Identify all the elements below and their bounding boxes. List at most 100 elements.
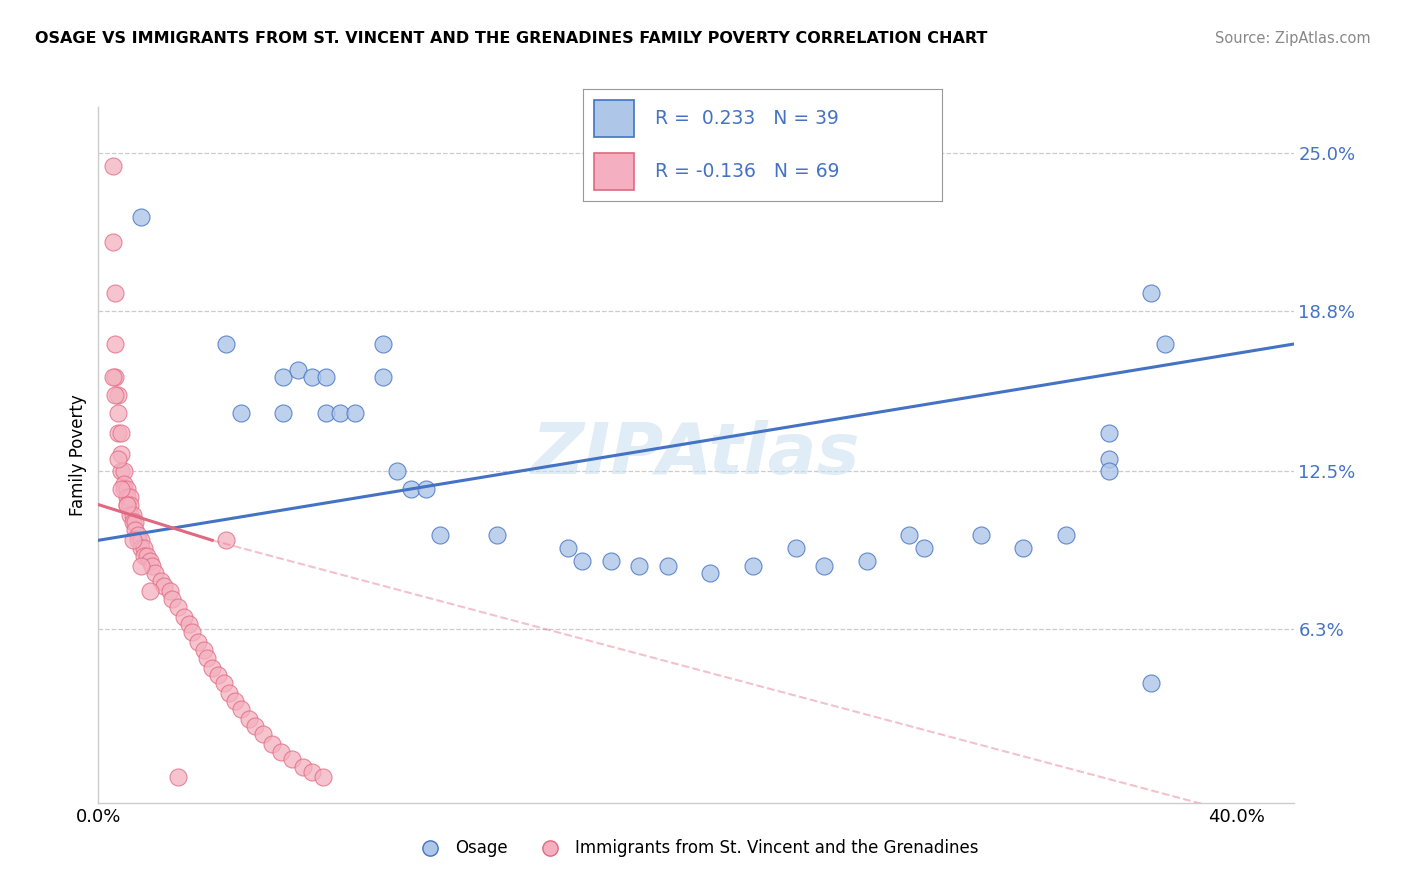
Point [132, 541, 155, 555]
Point [132, 549, 155, 563]
Point [969, 528, 991, 542]
Point [129, 541, 152, 555]
Y-axis label: Family Poverty: Family Poverty [69, 394, 87, 516]
Point [855, 554, 877, 568]
Point [273, 406, 295, 420]
Point [124, 523, 146, 537]
Point [124, 516, 146, 530]
Point [1012, 541, 1035, 555]
Point [292, 760, 315, 774]
Point [599, 554, 621, 568]
Point [628, 558, 651, 573]
Point [415, 483, 437, 497]
Point [162, 591, 184, 606]
Text: OSAGE VS IMMIGRANTS FROM ST. VINCENT AND THE GRENADINES FAMILY POVERTY CORRELATI: OSAGE VS IMMIGRANTS FROM ST. VINCENT AND… [35, 31, 987, 46]
Point [127, 533, 149, 548]
Point [571, 554, 593, 568]
Point [557, 541, 579, 555]
Point [118, 490, 141, 504]
Point [193, 643, 215, 657]
Point [1054, 528, 1077, 542]
Bar [595, 153, 634, 189]
Point [371, 370, 394, 384]
Point [129, 533, 152, 548]
Point [167, 770, 190, 784]
Point [281, 752, 304, 766]
Point [112, 465, 135, 479]
Point [243, 719, 266, 733]
Point [912, 541, 935, 555]
Point [115, 498, 138, 512]
Point [112, 477, 135, 491]
Point [101, 235, 124, 249]
Point [101, 159, 124, 173]
Point [315, 370, 337, 384]
Text: Source: ZipAtlas.com: Source: ZipAtlas.com [1215, 31, 1371, 46]
Point [181, 625, 204, 640]
Point [179, 617, 201, 632]
Point [150, 574, 173, 588]
Point [138, 584, 160, 599]
Point [121, 516, 143, 530]
Point [699, 566, 721, 581]
Point [207, 668, 229, 682]
Point [301, 765, 323, 780]
Point [187, 635, 209, 649]
Point [143, 566, 166, 581]
Point [371, 337, 394, 351]
Point [110, 483, 132, 497]
Point [118, 498, 141, 512]
Point [135, 549, 157, 563]
Point [273, 370, 295, 384]
Point [129, 558, 152, 573]
Point [101, 370, 124, 384]
Point [201, 661, 224, 675]
Point [212, 676, 235, 690]
Text: R =  0.233   N = 39: R = 0.233 N = 39 [655, 109, 839, 128]
Point [215, 533, 238, 548]
Point [287, 362, 309, 376]
Text: R = -0.136   N = 69: R = -0.136 N = 69 [655, 161, 839, 181]
Point [312, 770, 335, 784]
Point [104, 370, 127, 384]
Point [215, 337, 238, 351]
Point [401, 483, 423, 497]
Point [224, 694, 246, 708]
Point [1097, 465, 1119, 479]
Point [121, 508, 143, 522]
Point [112, 483, 135, 497]
Point [107, 451, 129, 466]
Point [159, 584, 181, 599]
Point [110, 426, 132, 441]
Point [107, 406, 129, 420]
Point [785, 541, 807, 555]
Point [115, 490, 138, 504]
Point [195, 650, 218, 665]
Point [260, 737, 283, 751]
Point [121, 533, 143, 548]
Point [167, 599, 190, 614]
Point [385, 465, 409, 479]
Bar [595, 101, 634, 137]
Point [115, 483, 138, 497]
Point [107, 388, 129, 402]
Point [141, 558, 163, 573]
Point [104, 388, 127, 402]
Legend: Osage, Immigrants from St. Vincent and the Grenadines: Osage, Immigrants from St. Vincent and t… [408, 833, 984, 864]
Point [898, 528, 921, 542]
Point [115, 498, 138, 512]
Point [813, 558, 835, 573]
Point [1140, 286, 1163, 301]
Point [238, 712, 260, 726]
Point [118, 508, 141, 522]
Point [110, 465, 132, 479]
Point [1097, 451, 1119, 466]
Point [129, 210, 152, 224]
Point [138, 554, 160, 568]
Point [657, 558, 679, 573]
Point [218, 686, 240, 700]
Text: ZIPAtlas: ZIPAtlas [531, 420, 860, 490]
Point [107, 426, 129, 441]
Point [104, 337, 127, 351]
Point [329, 406, 352, 420]
